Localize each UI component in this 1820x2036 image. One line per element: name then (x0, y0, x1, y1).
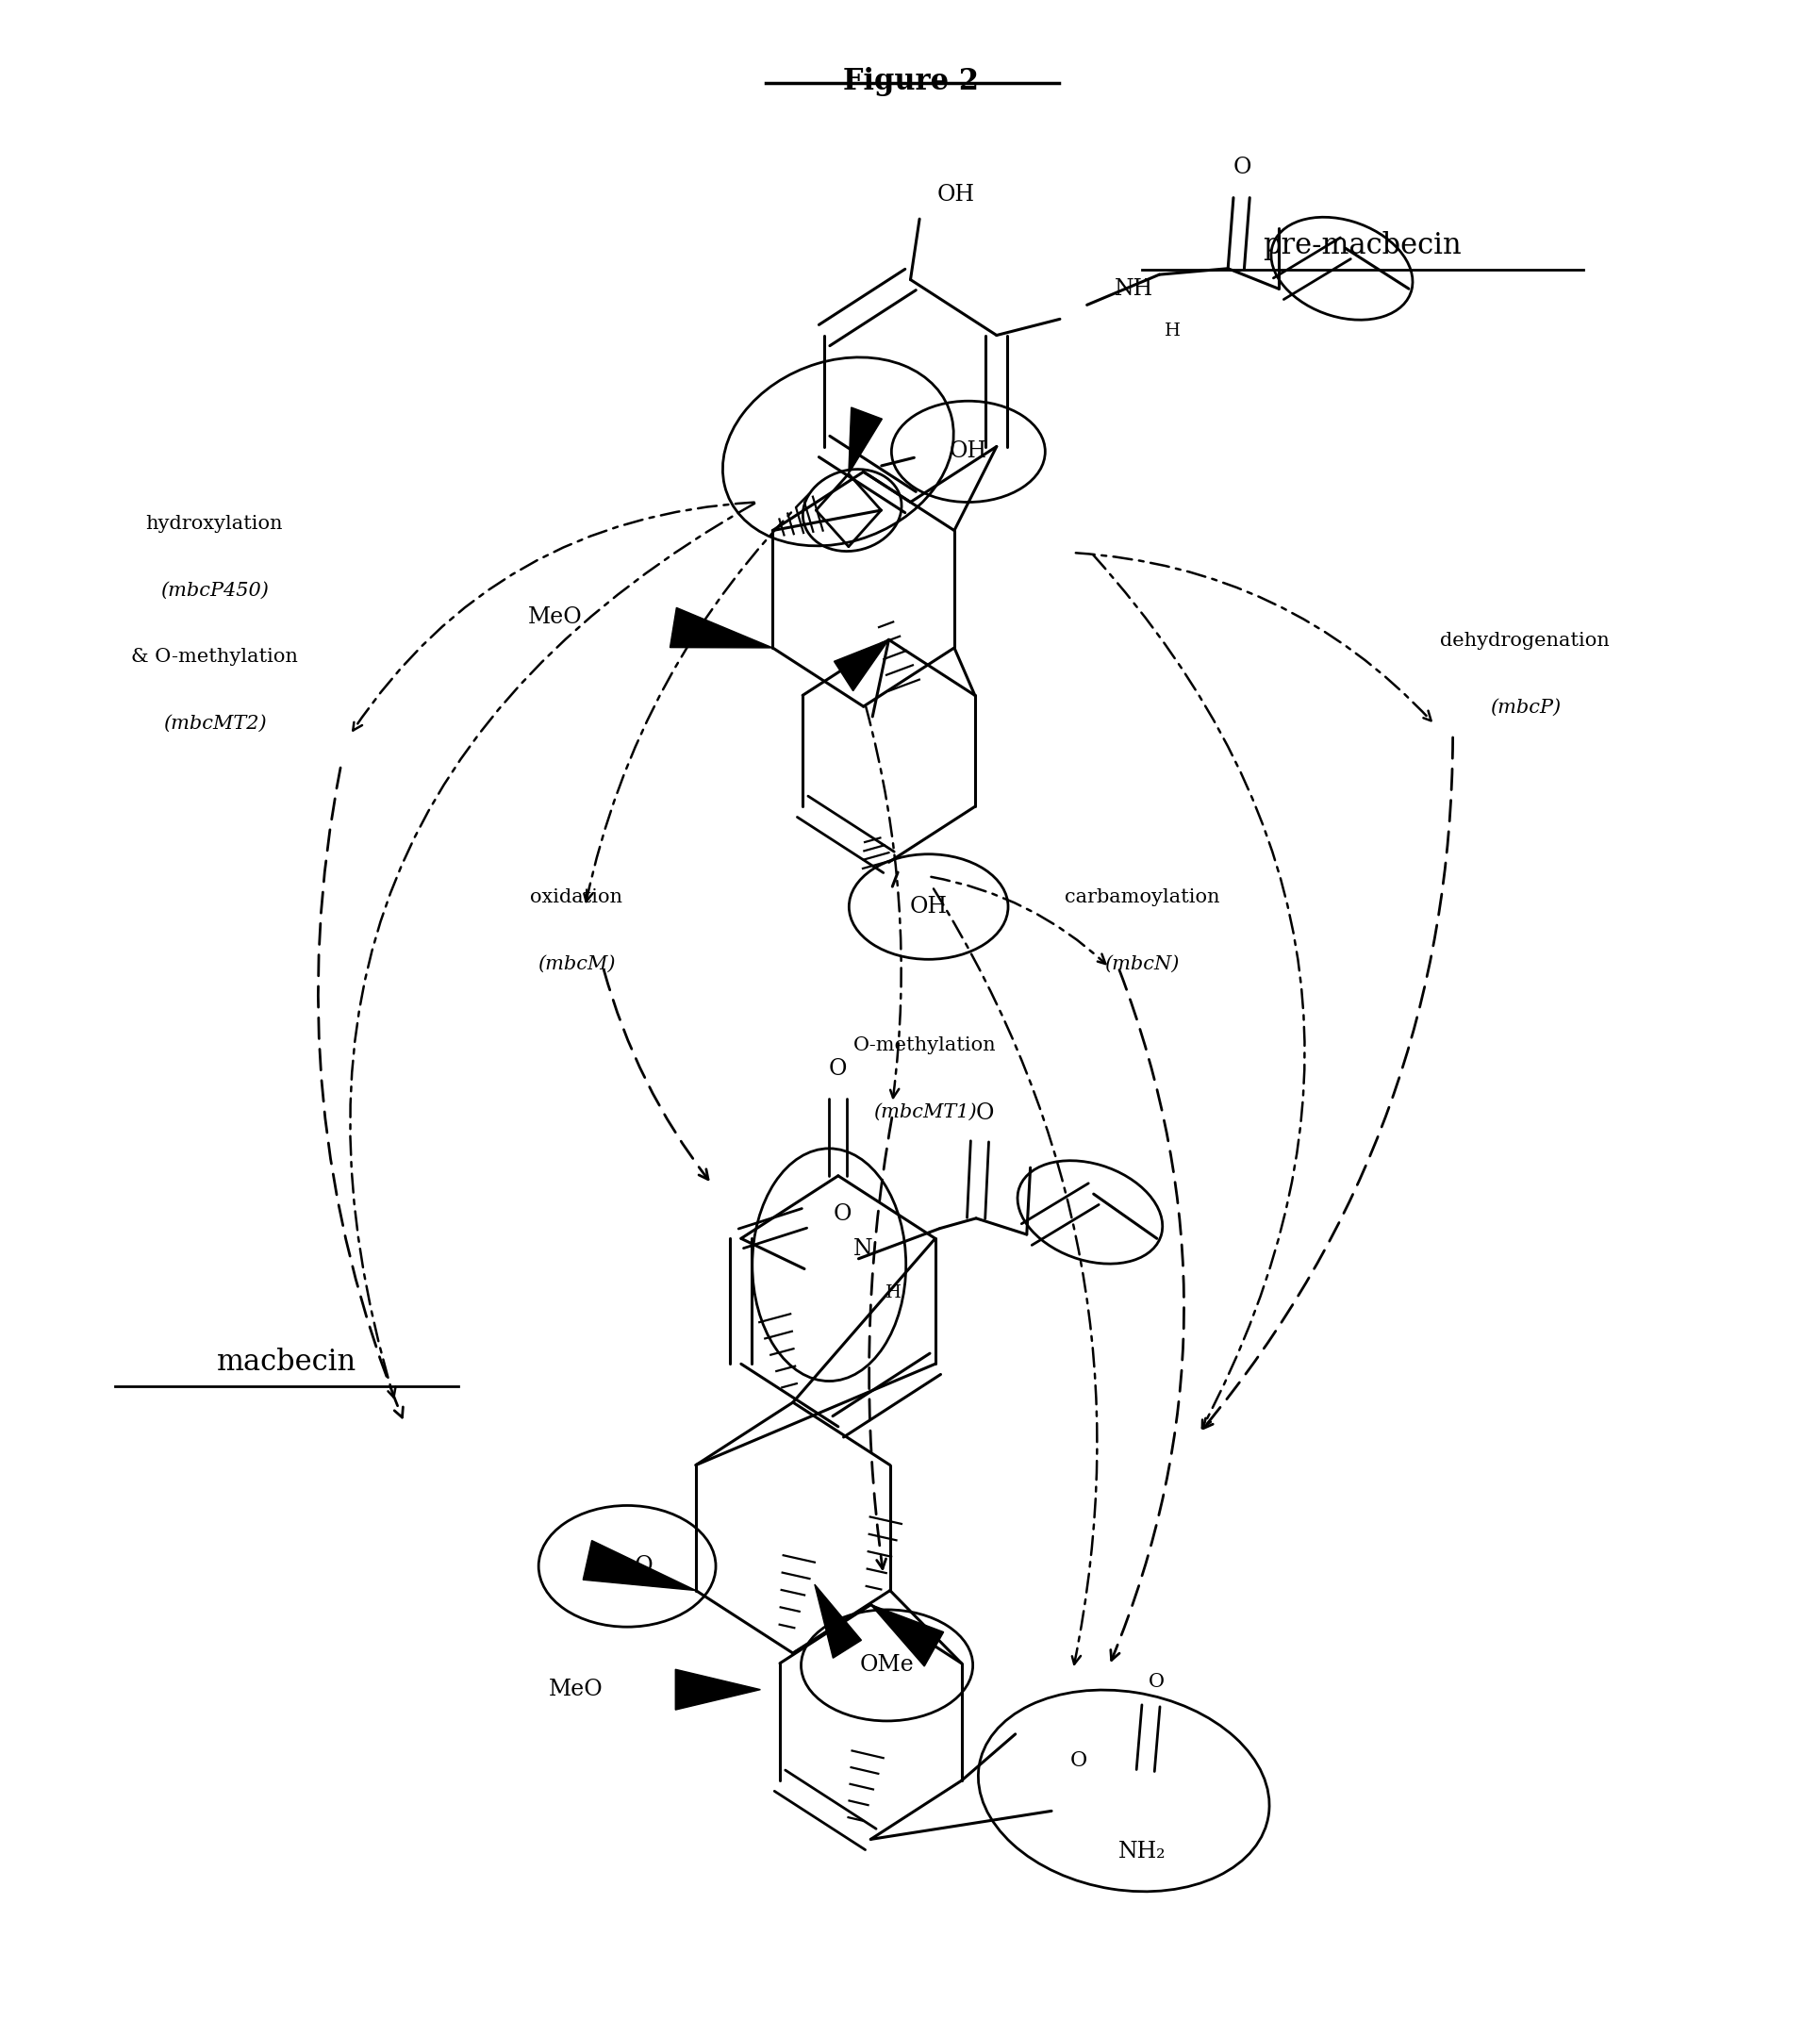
Polygon shape (670, 607, 772, 647)
Text: H: H (1165, 324, 1179, 340)
Text: OH: OH (935, 183, 974, 206)
Text: pre-macbecin: pre-macbecin (1263, 230, 1461, 261)
Text: hydroxylation: hydroxylation (146, 515, 282, 531)
Text: O: O (828, 1059, 846, 1079)
Polygon shape (848, 407, 881, 474)
Text: H: H (885, 1285, 901, 1301)
Text: MeO: MeO (528, 607, 582, 629)
Polygon shape (582, 1541, 695, 1590)
Text: (mbcN): (mbcN) (1105, 955, 1179, 973)
Polygon shape (834, 639, 888, 690)
Text: (mbcMT1): (mbcMT1) (874, 1104, 976, 1122)
Text: MeO: MeO (599, 1556, 653, 1578)
Text: OH: OH (948, 440, 986, 462)
Text: O: O (1148, 1672, 1163, 1690)
Polygon shape (814, 1584, 861, 1657)
Text: OMe: OMe (859, 1655, 914, 1676)
Text: O: O (1070, 1751, 1087, 1771)
Text: dehydrogenation: dehydrogenation (1440, 631, 1609, 649)
Text: MeO: MeO (548, 1680, 602, 1700)
Text: (mbcM): (mbcM) (537, 955, 615, 973)
Text: NH₂: NH₂ (1117, 1841, 1165, 1863)
Text: NH: NH (1114, 277, 1152, 299)
Polygon shape (675, 1670, 761, 1710)
Text: & O-methylation: & O-methylation (131, 647, 298, 666)
Text: macbecin: macbecin (217, 1348, 357, 1376)
Text: O: O (1232, 157, 1250, 179)
Text: carbamoylation: carbamoylation (1063, 888, 1219, 906)
Text: O-methylation: O-methylation (854, 1036, 996, 1055)
Text: (mbcP): (mbcP) (1489, 698, 1560, 717)
Text: O: O (834, 1203, 852, 1226)
Text: (mbcMT2): (mbcMT2) (162, 715, 266, 733)
Polygon shape (870, 1604, 943, 1665)
Text: O: O (976, 1101, 994, 1124)
Text: Figure 2: Figure 2 (843, 67, 977, 96)
Text: (mbcP450): (mbcP450) (160, 580, 269, 599)
Text: oxidation: oxidation (530, 888, 622, 906)
Text: OH: OH (910, 896, 946, 918)
Text: N: N (854, 1238, 872, 1260)
